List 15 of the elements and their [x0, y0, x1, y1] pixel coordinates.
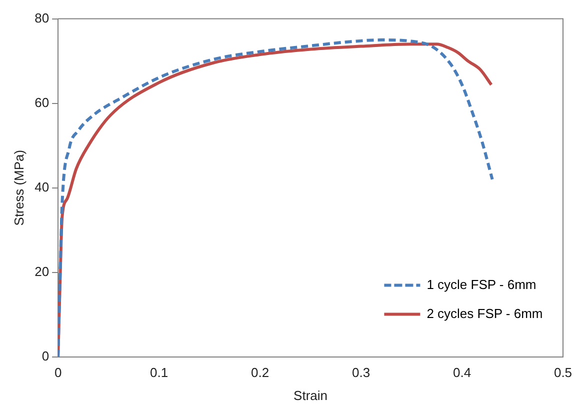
- x-axis-title: Strain: [294, 388, 328, 403]
- y-axis-title: Stress (MPa): [11, 150, 26, 226]
- x-tick-label: 0.2: [250, 365, 270, 380]
- y-tick-label: 60: [34, 94, 50, 110]
- y-tick-label: 40: [34, 179, 50, 194]
- y-tick-label: 80: [34, 10, 50, 26]
- legend-label: 2 cycles FSP - 6mm: [426, 306, 543, 321]
- x-tick-label: 0.4: [452, 365, 472, 380]
- x-tick-label: 0.1: [150, 365, 168, 380]
- x-tick-label: 0.3: [352, 365, 370, 380]
- x-tick-label: 0: [54, 365, 62, 380]
- y-tick-label: 0: [42, 348, 50, 364]
- y-tick-label: 20: [34, 264, 50, 279]
- x-tick-label: 0.5: [554, 365, 572, 380]
- legend-label: 1 cycle FSP - 6mm: [426, 276, 536, 292]
